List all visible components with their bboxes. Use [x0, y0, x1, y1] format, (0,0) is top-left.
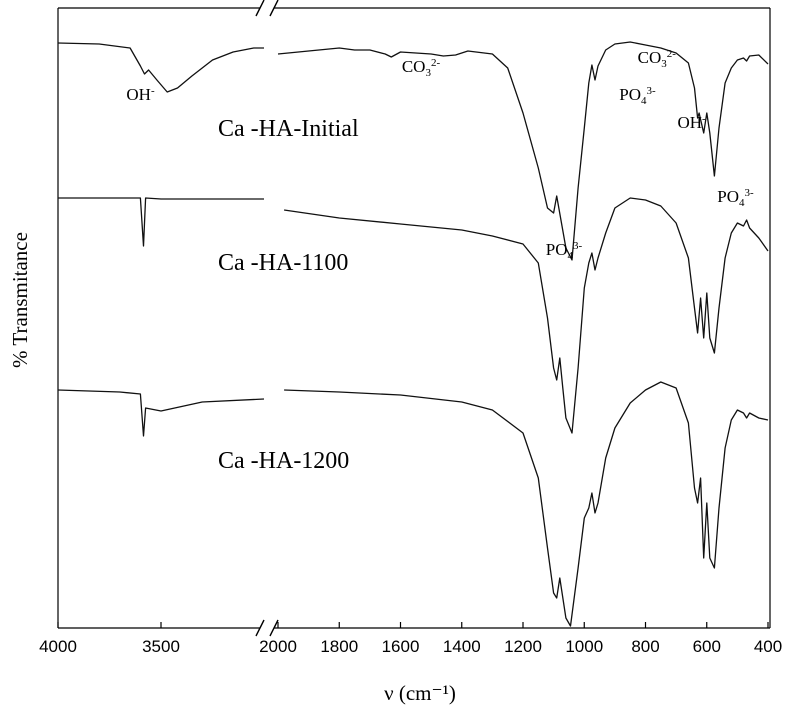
sample-label: Ca -HA-1100 — [218, 250, 348, 276]
x-tick-label: 4000 — [39, 637, 77, 656]
x-tick-label: 1600 — [382, 637, 420, 656]
axis-break-mark — [269, 0, 279, 17]
y-axis-title: % Transmitance — [8, 232, 32, 368]
peak-annotation: CO32- — [402, 57, 441, 79]
axis-break-mark — [255, 0, 265, 17]
peak-annotation: PO43- — [619, 85, 656, 107]
series-line-3-left — [57, 389, 265, 437]
axis-break-mark — [255, 619, 265, 637]
sample-label: Ca -HA-1200 — [218, 448, 349, 474]
series-layer — [57, 41, 769, 627]
series-line-1-right — [277, 41, 769, 261]
x-axis-title: ν (cm⁻¹) — [384, 681, 456, 705]
x-tick-label: 3500 — [142, 637, 180, 656]
series-line-3-right — [284, 381, 769, 627]
x-tick-label: 600 — [693, 637, 721, 656]
x-tick-label: 1000 — [565, 637, 603, 656]
x-tick-label: 400 — [754, 637, 782, 656]
x-tick-label: 800 — [631, 637, 659, 656]
x-tick-label: 1200 — [504, 637, 542, 656]
x-tick-label: 1400 — [443, 637, 481, 656]
peak-annotation: PO43- — [717, 187, 754, 209]
series-line-1-left — [57, 42, 264, 93]
axis-break-mark — [269, 619, 279, 637]
x-tick-label: 1800 — [320, 637, 358, 656]
annotation-layer: Ca -HA-Initial Ca -HA-1100 Ca -HA-1200 OH- C… — [126, 48, 754, 474]
peak-annotation: OH- — [126, 85, 155, 104]
series-line-2-right — [284, 197, 769, 434]
plot-frame — [57, 0, 771, 637]
peak-annotation: CO32- — [638, 48, 677, 70]
series-line-2-left — [58, 197, 264, 247]
peak-annotation: OH- — [677, 113, 706, 132]
tick-layer: 4000 3500 2000 1800 1600 1400 1200 1000 800 600 40… — [39, 622, 782, 656]
peak-annotation: PO43- — [546, 240, 583, 262]
x-tick-label: 2000 — [259, 637, 297, 656]
sample-label: Ca -HA-Initial — [218, 116, 359, 142]
